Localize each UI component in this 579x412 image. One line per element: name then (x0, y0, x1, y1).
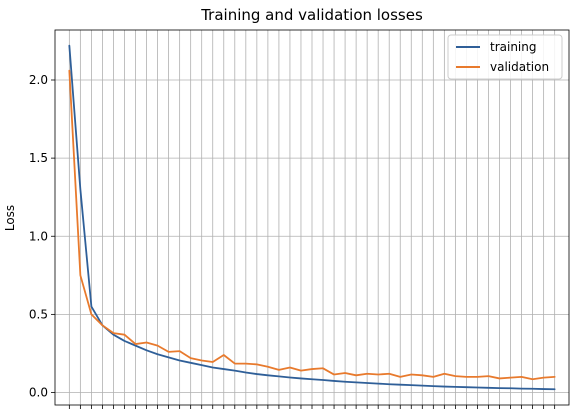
y-tick-label: 0.5 (29, 307, 48, 321)
y-axis-label: Loss (3, 205, 17, 231)
legend-label-training: training (490, 40, 537, 54)
y-tick-label: 1.5 (29, 151, 48, 165)
series-line-validation (68, 69, 556, 381)
series-line-training (68, 44, 556, 391)
grid (55, 30, 569, 405)
legend: training validation (447, 34, 563, 80)
axis-ticks: 0.0 0.5 1.0 1.5 2.0 (29, 73, 556, 409)
y-tick-label: 2.0 (29, 73, 48, 87)
chart-title: Training and validation losses (200, 6, 423, 24)
series-lines (68, 44, 556, 391)
legend-label-validation: validation (490, 60, 549, 74)
y-tick-label: 0.0 (29, 386, 48, 400)
y-tick-label: 1.0 (29, 229, 48, 243)
